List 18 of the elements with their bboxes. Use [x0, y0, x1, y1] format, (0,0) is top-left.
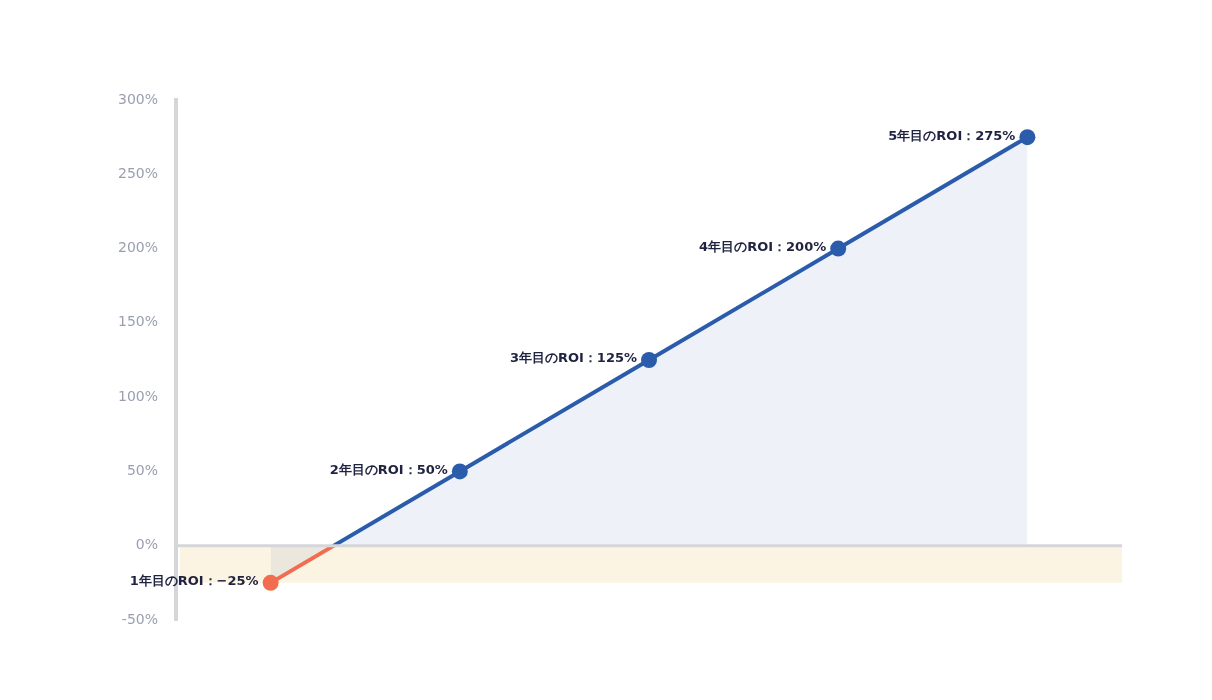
y-tick-label: 300% — [117, 90, 159, 107]
point — [641, 352, 658, 368]
point — [262, 574, 279, 591]
data-label: 5年目のROI：275% — [888, 127, 1016, 143]
data-label: 4年目のROI：200% — [699, 238, 827, 254]
data-label: 3年目のROI：125% — [509, 350, 638, 366]
y-tick-label: -50% — [121, 610, 159, 627]
point — [1019, 129, 1036, 146]
data-label: 2年目のROI：50% — [329, 461, 448, 477]
y-tick-label: 100% — [117, 387, 159, 404]
y-tick-label: 50% — [126, 462, 159, 479]
y-tick-label: 200% — [117, 239, 159, 256]
y-tick-label: 150% — [117, 313, 159, 330]
y-tick-label: 250% — [117, 164, 159, 181]
point — [830, 240, 847, 257]
y-tick-label: 0% — [135, 536, 159, 553]
point — [451, 463, 468, 480]
data-label: 1年目のROI：−25% — [129, 573, 259, 589]
